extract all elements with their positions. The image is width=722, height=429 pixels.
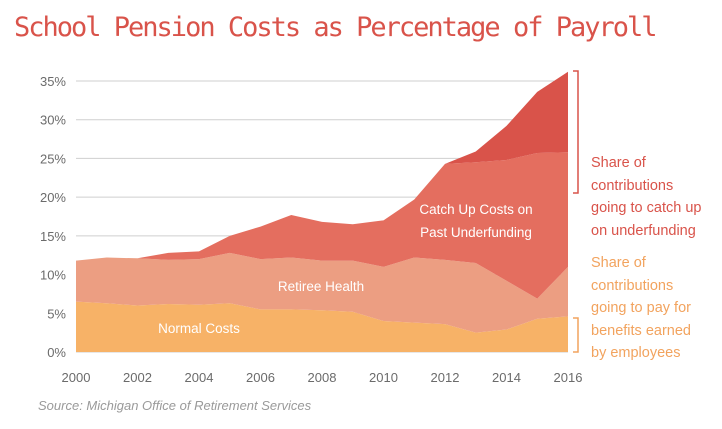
y-tick-label: 25% [40, 151, 66, 166]
normal-annotation-line: benefits earned [591, 322, 691, 339]
y-tick-label: 30% [40, 113, 66, 128]
y-tick-label: 35% [40, 74, 66, 89]
x-tick-label: 2006 [246, 370, 275, 385]
y-tick-label: 10% [40, 268, 66, 283]
area-normal-costs [76, 301, 568, 352]
x-tick-label: 2010 [369, 370, 398, 385]
series-label: Past Underfunding [420, 225, 532, 240]
series-label: State “Stabilization” [386, 94, 503, 109]
y-tick-label: 5% [47, 306, 66, 321]
series-label: Catch Up Costs on [419, 202, 532, 217]
x-tick-label: 2016 [554, 370, 583, 385]
y-tick-label: 15% [40, 229, 66, 244]
series-label: Normal Costs [158, 321, 240, 336]
normal-bracket-annotation: Share of contributions going to pay for … [591, 252, 691, 365]
series-labels: Normal Costs Retiree Health Catch Up Costs… [158, 94, 533, 336]
y-tick-label: 20% [40, 190, 66, 205]
bracket-line [573, 70, 579, 194]
catchup-annotation-line: Share of [591, 155, 646, 171]
area-series [76, 71, 568, 352]
area-catch-up-costs [76, 152, 568, 299]
normal-annotation-line: by employees [591, 345, 681, 361]
catchup-annotation-line: contributions [591, 177, 674, 194]
bracket-line [573, 317, 579, 353]
normal-annotation-line: going to pay for [591, 300, 691, 316]
chart-title: School Pension Costs as Percentage of Pa… [14, 12, 657, 43]
catchup-bracket-annotation: Share of contributions going to catch up… [591, 152, 701, 242]
x-tick-label: 2002 [123, 370, 152, 385]
x-tick-label: 2000 [62, 370, 91, 385]
normal-annotation-line: contributions [591, 277, 674, 294]
normal-annotation-line: Share of [591, 255, 646, 271]
x-tick-label: 2004 [185, 370, 214, 385]
catchup-annotation-line: going to catch up [591, 200, 702, 216]
y-tick-label: 0% [47, 345, 66, 360]
series-label: Retiree Health [278, 279, 364, 294]
source-note: Source: Michigan Office of Retirement Se… [38, 398, 312, 413]
catchup-annotation-line: on underfunding [591, 222, 696, 239]
area-retiree-health [76, 252, 568, 333]
bracket-lines [573, 70, 579, 353]
x-tick-label: 2012 [431, 370, 460, 385]
x-tick-label: 2014 [492, 370, 521, 385]
y-axis-ticks: 0% 5% 10% 15% 20% 25% 30% 35% [40, 74, 66, 360]
x-tick-label: 2008 [308, 370, 337, 385]
x-axis-ticks: 2000 2002 2004 2006 2008 2010 2012 2014 2016 [62, 370, 583, 385]
